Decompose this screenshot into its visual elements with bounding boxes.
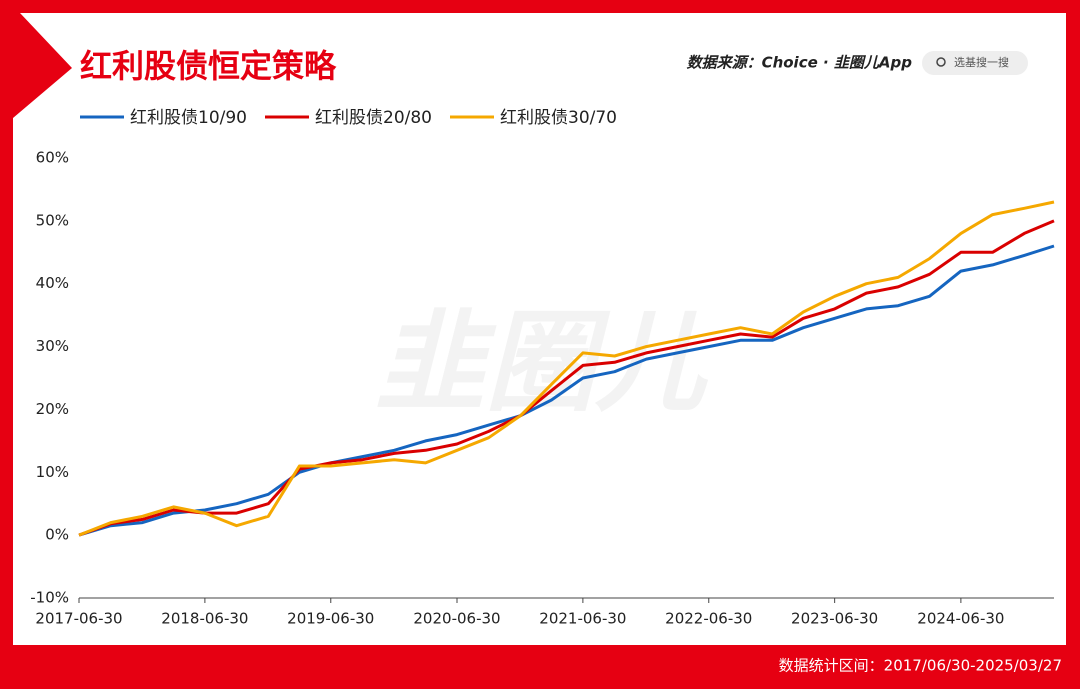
series-line (78, 200, 1055, 537)
x-tick-label: 2022-06-30 (665, 610, 752, 628)
chart-title: 红利股债恒定策略 (80, 47, 337, 85)
y-tick-label: 20% (36, 400, 69, 418)
footnote: 数据统计区间：2017/06/30-2025/03/27 (779, 657, 1062, 675)
source: 数据来源：Choice · 韭圈儿App (687, 54, 913, 72)
series-line (78, 219, 1055, 537)
y-tick-label: 0% (45, 526, 69, 544)
x-tick-label: 2020-06-30 (413, 610, 500, 628)
y-tick-label: 30% (36, 337, 69, 355)
x-tick-label: 2019-06-30 (287, 610, 374, 628)
y-tick-label: 50% (36, 211, 69, 229)
y-tick-label: 60% (36, 149, 69, 167)
y-tick-label: 40% (36, 274, 69, 292)
search-icon (936, 57, 946, 67)
series-line (78, 244, 1055, 537)
x-tick-label: 2018-06-30 (161, 610, 248, 628)
legend-label: 红利股债30/70 (500, 108, 617, 128)
x-tick-label: 2017-06-30 (35, 610, 122, 628)
y-tick-label: -10% (30, 589, 69, 607)
watermark: 韭圈儿 (375, 298, 709, 426)
x-tick-label: 2021-06-30 (539, 610, 626, 628)
legend-label: 红利股债10/90 (130, 108, 247, 128)
x-tick-label: 2023-06-30 (791, 610, 878, 628)
legend-label: 红利股债20/80 (315, 108, 432, 128)
search-box[interactable] (922, 51, 1028, 75)
x-tick-label: 2024-06-30 (917, 610, 1004, 628)
search-text: 选基搜一搜 (954, 55, 1009, 69)
y-tick-label: 10% (36, 463, 69, 481)
